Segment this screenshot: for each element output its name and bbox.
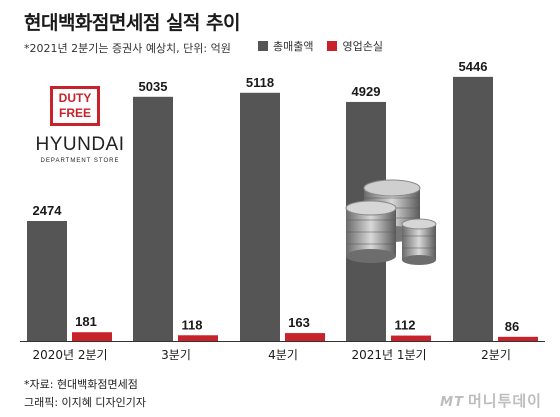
loss-bar [498, 336, 538, 341]
legend-label-sales: 총매출액 [273, 40, 314, 53]
chart-title: 현대백화점면세점 실적 추이 [24, 12, 241, 34]
watermark-text: 머니투데이 [467, 392, 542, 410]
sales-value-label: 2474 [33, 203, 63, 218]
sales-bar [133, 96, 173, 342]
logo-free-text: FREE [58, 106, 91, 120]
coin-stack-front [345, 200, 397, 263]
legend: 총매출액 영업손실 [258, 38, 383, 54]
legend-item-sales: 총매출액 [258, 38, 313, 54]
loss-bar [72, 332, 112, 341]
logo-department-store-text: DEPARTMENT STORE [40, 158, 120, 164]
sales-value-label: 5446 [459, 59, 488, 74]
logo-hyundai-text: HYUNDAI [35, 134, 125, 155]
watermark-mt: MT [440, 395, 464, 410]
duty-free-badge: DUTY FREE [50, 86, 100, 126]
category-label: 2분기 [481, 348, 511, 362]
hyundai-duty-free-logo: DUTY FREE HYUNDAI DEPARTMENT STORE [26, 84, 136, 174]
source-note: *자료: 현대백화점면세점 [24, 378, 138, 391]
loss-value-label: 112 [395, 318, 416, 333]
sales-value-label: 5118 [246, 75, 274, 90]
loss-value-label: 181 [75, 314, 97, 329]
loss-value-label: 163 [288, 315, 310, 330]
loss-bar [178, 335, 218, 341]
legend-label-loss: 영업손실 [342, 40, 383, 53]
coins-illustration [345, 179, 437, 265]
sales-bar [27, 221, 67, 341]
loss-value-label: 118 [182, 317, 203, 332]
loss-bar [391, 335, 431, 341]
category-label: 4분기 [268, 348, 298, 362]
sales-bar [453, 76, 493, 341]
legend-swatch-loss [327, 41, 338, 51]
loss-value-label: 86 [505, 319, 519, 334]
sales-value-label: 5035 [139, 79, 168, 94]
legend-item-loss: 영업손실 [327, 38, 383, 54]
category-label: 2020년 2분기 [32, 348, 107, 362]
sales-value-label: 4929 [352, 84, 381, 99]
publisher-watermark: MT 머니투데이 [440, 390, 542, 411]
legend-swatch-sales [258, 41, 268, 51]
sales-bar [240, 92, 280, 341]
category-label: 3분기 [161, 348, 191, 362]
category-label: 2021년 1분기 [351, 348, 426, 362]
logo-duty-text: DUTY [58, 91, 92, 105]
chart-subtitle: *2021년 2분기는 증권사 예상치, 단위: 억원 [24, 42, 231, 55]
loss-bar [285, 333, 325, 341]
coin-stack-right [401, 218, 437, 265]
graphic-credit: 그래픽: 이지혜 디자인기자 [24, 396, 147, 409]
